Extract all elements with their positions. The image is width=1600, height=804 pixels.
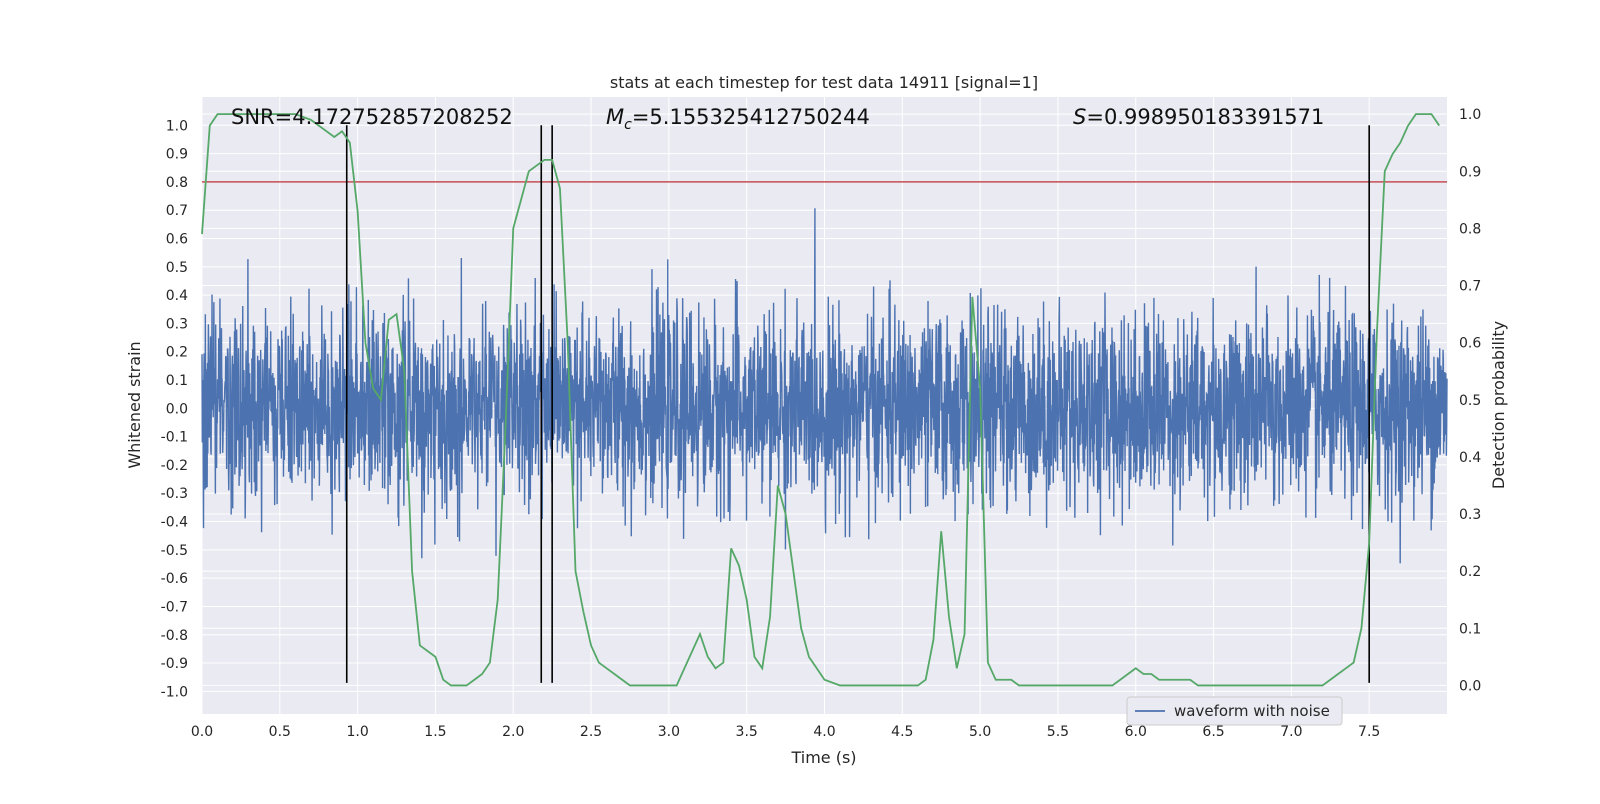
left-y-tick-labels: 1.0 0.9 0.8 0.7 0.6 0.5 0.4 0.3 0.2 0.1 0.0 -0.1 -0.… xyxy=(161,118,188,700)
x-tick-label: 3.5 xyxy=(736,724,758,740)
x-tick-label: 7.5 xyxy=(1358,724,1380,740)
s-annotation: S=0.998950183391571 xyxy=(1073,105,1324,129)
x-tick-label: 3.0 xyxy=(658,724,680,740)
probability-series xyxy=(201,113,1440,687)
left-y-tick-label: -0.2 xyxy=(161,458,188,474)
right-y-tick-label: 0.5 xyxy=(1459,393,1481,409)
detection-probability-line xyxy=(201,113,1440,687)
chirp-mass-annotation: Mc=5.155325412750244 xyxy=(606,105,870,133)
x-tick-label: 0.0 xyxy=(191,724,213,740)
x-tick-label: 2.0 xyxy=(502,724,524,740)
left-y-tick-label: -0.5 xyxy=(161,543,188,559)
x-tick-label: 6.0 xyxy=(1125,724,1147,740)
left-y-tick-label: -0.4 xyxy=(161,515,188,531)
left-y-tick-label: 0.3 xyxy=(166,316,188,332)
left-y-tick-label: -0.7 xyxy=(161,599,188,615)
x-tick-label: 7.0 xyxy=(1280,724,1302,740)
chart-title: stats at each timestep for test data 149… xyxy=(610,73,1038,92)
right-y-tick-label: 0.8 xyxy=(1459,221,1481,237)
left-y-tick-label: 0.9 xyxy=(166,147,188,163)
x-tick-label: 1.0 xyxy=(346,724,368,740)
right-y-tick-label: 0.1 xyxy=(1459,621,1481,637)
left-y-tick-label: 0.2 xyxy=(166,345,188,361)
left-y-axis-label: Whitened strain xyxy=(125,341,144,468)
left-y-tick-label: 0.0 xyxy=(166,401,188,417)
x-tick-label: 2.5 xyxy=(580,724,602,740)
waveform-series xyxy=(201,208,1448,564)
right-y-tick-label: 1.0 xyxy=(1459,107,1481,123)
x-tick-label: 5.5 xyxy=(1047,724,1069,740)
chirp-mass-subscript: c xyxy=(624,117,632,133)
legend-label: waveform with noise xyxy=(1174,702,1330,720)
s-symbol: S xyxy=(1073,105,1086,129)
x-tick-label: 6.5 xyxy=(1202,724,1224,740)
x-tick-label: 5.0 xyxy=(969,724,991,740)
x-tick-label: 1.5 xyxy=(424,724,446,740)
left-y-tick-label: -0.6 xyxy=(161,571,188,587)
overlay-lines xyxy=(202,125,1447,683)
snr-annotation: SNR=4.172752857208252 xyxy=(231,105,513,129)
left-y-tick-label: 0.8 xyxy=(166,175,188,191)
x-tick-labels: 0.0 0.5 1.0 1.5 2.0 2.5 3.0 3.5 4.0 4.5 5.0 5.5 6.0 6… xyxy=(191,724,1380,740)
right-y-tick-label: 0.3 xyxy=(1459,507,1481,523)
left-y-tick-label: 0.5 xyxy=(166,260,188,276)
chirp-mass-value: =5.155325412750244 xyxy=(632,105,870,129)
left-y-tick-label: -0.8 xyxy=(161,628,188,644)
left-y-tick-label: 0.4 xyxy=(166,288,188,304)
left-y-tick-label: -0.3 xyxy=(161,486,188,502)
chirp-mass-symbol: M xyxy=(606,105,624,129)
x-axis-label: Time (s) xyxy=(790,748,856,767)
right-y-tick-label: 0.9 xyxy=(1459,164,1481,180)
x-tick-label: 0.5 xyxy=(269,724,291,740)
left-y-tick-label: 1.0 xyxy=(166,118,188,134)
right-y-tick-label: 0.6 xyxy=(1459,336,1481,352)
right-y-tick-labels: 1.0 0.9 0.8 0.7 0.6 0.5 0.4 0.3 0.2 0.1 0.0 xyxy=(1459,107,1481,694)
left-y-tick-label: 0.1 xyxy=(166,373,188,389)
x-tick-label: 4.0 xyxy=(813,724,835,740)
legend: waveform with noise xyxy=(1126,696,1343,726)
left-y-tick-label: 0.6 xyxy=(166,232,188,248)
left-y-tick-label: 0.7 xyxy=(166,203,188,219)
right-y-tick-label: 0.4 xyxy=(1459,450,1481,466)
right-y-axis-label: Detection probability xyxy=(1489,321,1508,489)
left-y-tick-label: -0.9 xyxy=(161,656,188,672)
right-y-tick-label: 0.2 xyxy=(1459,564,1481,580)
waveform-line xyxy=(201,208,1448,564)
right-y-tick-label: 0.7 xyxy=(1459,279,1481,295)
left-y-tick-label: -1.0 xyxy=(161,684,188,700)
right-y-tick-label: 0.0 xyxy=(1459,678,1481,694)
x-tick-label: 4.5 xyxy=(891,724,913,740)
s-value: =0.998950183391571 xyxy=(1086,105,1324,129)
left-y-tick-label: -0.1 xyxy=(161,430,188,446)
legend-box xyxy=(1126,696,1343,726)
